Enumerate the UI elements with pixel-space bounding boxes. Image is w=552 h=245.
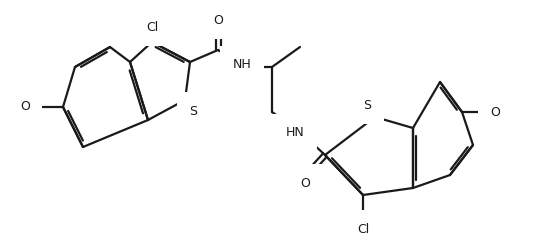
Text: Cl: Cl — [357, 223, 369, 236]
Text: O: O — [20, 100, 30, 113]
Text: O: O — [300, 177, 310, 190]
Text: Cl: Cl — [146, 21, 158, 34]
Text: HN: HN — [285, 126, 304, 139]
Text: S: S — [189, 105, 197, 118]
Text: NH: NH — [232, 59, 251, 72]
Text: S: S — [363, 99, 371, 112]
Text: O: O — [213, 14, 223, 27]
Text: O: O — [490, 106, 500, 119]
